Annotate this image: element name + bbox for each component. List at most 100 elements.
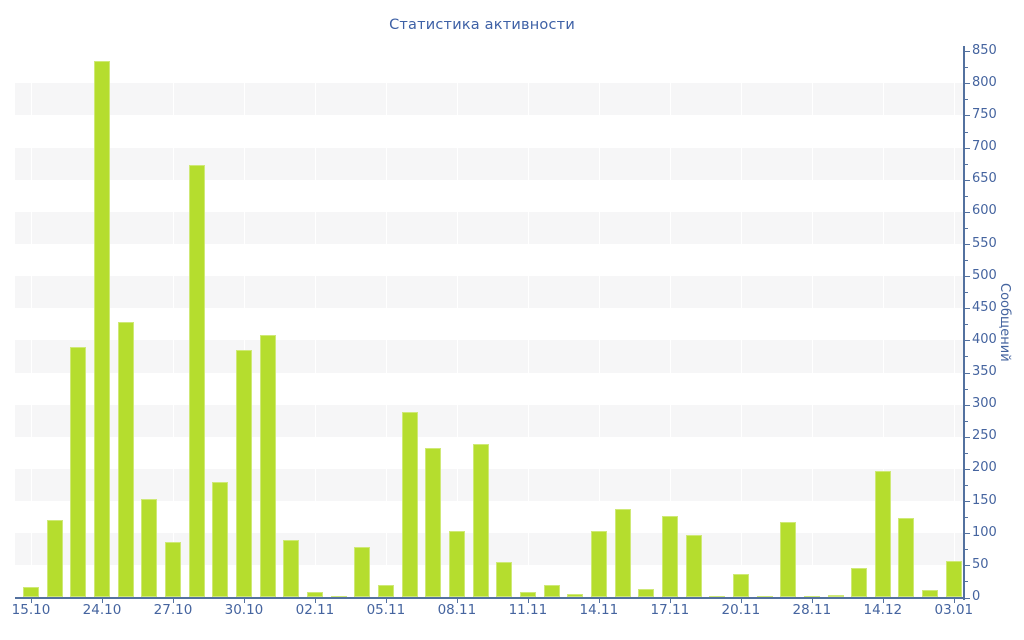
- bar[interactable]: [898, 518, 914, 598]
- x-tick-label: 14.12: [863, 601, 903, 618]
- bar[interactable]: [686, 535, 702, 598]
- x-axis-tick: [598, 599, 600, 603]
- bar[interactable]: [283, 539, 299, 598]
- bar[interactable]: [662, 515, 678, 598]
- bar[interactable]: [875, 470, 891, 598]
- y-axis-major-tick: [965, 51, 970, 53]
- bar[interactable]: [591, 530, 607, 598]
- vertical-gridline: [953, 51, 955, 598]
- bar[interactable]: [544, 585, 560, 598]
- y-tick-label: 100: [972, 524, 997, 540]
- y-tick-label: 500: [972, 267, 997, 283]
- y-tick-label: 50: [972, 556, 989, 572]
- y-axis-minor-tick: [965, 388, 968, 390]
- y-axis-major-tick: [965, 468, 970, 470]
- bar[interactable]: [757, 596, 773, 598]
- bar[interactable]: [118, 321, 134, 598]
- x-tick-label: 17.11: [650, 601, 690, 618]
- y-axis-major-tick: [965, 276, 970, 278]
- bar[interactable]: [189, 164, 205, 598]
- vertical-gridline: [456, 51, 458, 598]
- vertical-gridline: [882, 51, 884, 598]
- chart-title: Статистика активности: [389, 17, 575, 33]
- y-axis-major-tick: [965, 308, 970, 310]
- y-axis-minor-tick: [965, 260, 968, 262]
- y-axis-major-tick: [965, 565, 970, 567]
- x-tick-label: 14.11: [579, 601, 619, 618]
- y-axis-major-tick: [965, 533, 970, 535]
- x-axis-tick: [385, 599, 387, 603]
- bar[interactable]: [496, 562, 512, 598]
- y-tick-label: 450: [972, 299, 997, 315]
- bar[interactable]: [828, 594, 844, 598]
- bar[interactable]: [378, 585, 394, 598]
- bar[interactable]: [402, 411, 418, 598]
- x-tick-label: 30.10: [224, 601, 264, 618]
- y-tick-label: 200: [972, 460, 997, 476]
- bar[interactable]: [804, 596, 820, 598]
- bar[interactable]: [638, 589, 654, 598]
- bar[interactable]: [165, 541, 181, 598]
- x-tick-label: 03.01: [934, 601, 974, 618]
- bar[interactable]: [94, 60, 110, 598]
- y-axis-minor-tick: [965, 131, 968, 133]
- bar[interactable]: [567, 593, 583, 598]
- bar[interactable]: [212, 481, 228, 598]
- vertical-gridline: [598, 51, 600, 598]
- y-axis-major-tick: [965, 83, 970, 85]
- bar[interactable]: [307, 592, 323, 598]
- y-axis-major-tick: [965, 501, 970, 503]
- x-tick-label: 11.11: [508, 601, 548, 618]
- bar[interactable]: [141, 498, 157, 598]
- vertical-gridline: [527, 51, 529, 598]
- bar[interactable]: [946, 560, 962, 598]
- x-axis-tick: [811, 599, 813, 603]
- y-tick-label: 700: [972, 139, 997, 155]
- bar[interactable]: [331, 596, 347, 598]
- y-tick-label: 300: [972, 396, 997, 412]
- x-axis-tick: [101, 599, 103, 603]
- y-axis-minor-tick: [965, 581, 968, 583]
- y-axis-major-tick: [965, 211, 970, 213]
- y-axis-major-tick: [965, 436, 970, 438]
- bar[interactable]: [733, 574, 749, 598]
- bar[interactable]: [851, 567, 867, 598]
- y-axis-major-tick: [965, 404, 970, 406]
- y-axis-minor-tick: [965, 227, 968, 229]
- x-tick-label: 24.10: [82, 601, 122, 618]
- x-tick-label: 05.11: [366, 601, 406, 618]
- bar[interactable]: [47, 520, 63, 598]
- y-tick-label: 750: [972, 106, 997, 122]
- bar[interactable]: [780, 521, 796, 598]
- y-axis-minor-tick: [965, 549, 968, 551]
- bar[interactable]: [354, 547, 370, 598]
- bar[interactable]: [23, 587, 39, 598]
- x-axis-tick: [31, 599, 32, 603]
- y-axis-major-tick: [965, 244, 970, 245]
- y-axis-major-tick: [965, 597, 970, 599]
- x-tick-label: 20.11: [721, 601, 761, 618]
- x-tick-label: 08.11: [437, 601, 477, 618]
- y-axis-major-tick: [965, 115, 970, 117]
- x-axis-tick: [314, 599, 316, 603]
- y-axis-minor-tick: [965, 452, 968, 454]
- bar[interactable]: [70, 346, 86, 598]
- bar[interactable]: [236, 350, 252, 598]
- y-axis-minor-tick: [965, 195, 968, 197]
- bar[interactable]: [709, 596, 725, 598]
- bar[interactable]: [473, 443, 489, 598]
- y-axis-minor-tick: [965, 420, 968, 422]
- vertical-gridline: [172, 51, 174, 598]
- bar[interactable]: [922, 589, 938, 598]
- bar[interactable]: [520, 592, 536, 598]
- bar[interactable]: [449, 530, 465, 598]
- x-tick-label: 27.10: [153, 601, 193, 618]
- y-tick-label: 600: [972, 203, 997, 219]
- y-axis-major-tick: [965, 179, 970, 181]
- bar[interactable]: [615, 509, 631, 598]
- bar[interactable]: [260, 335, 276, 598]
- bar[interactable]: [425, 448, 441, 598]
